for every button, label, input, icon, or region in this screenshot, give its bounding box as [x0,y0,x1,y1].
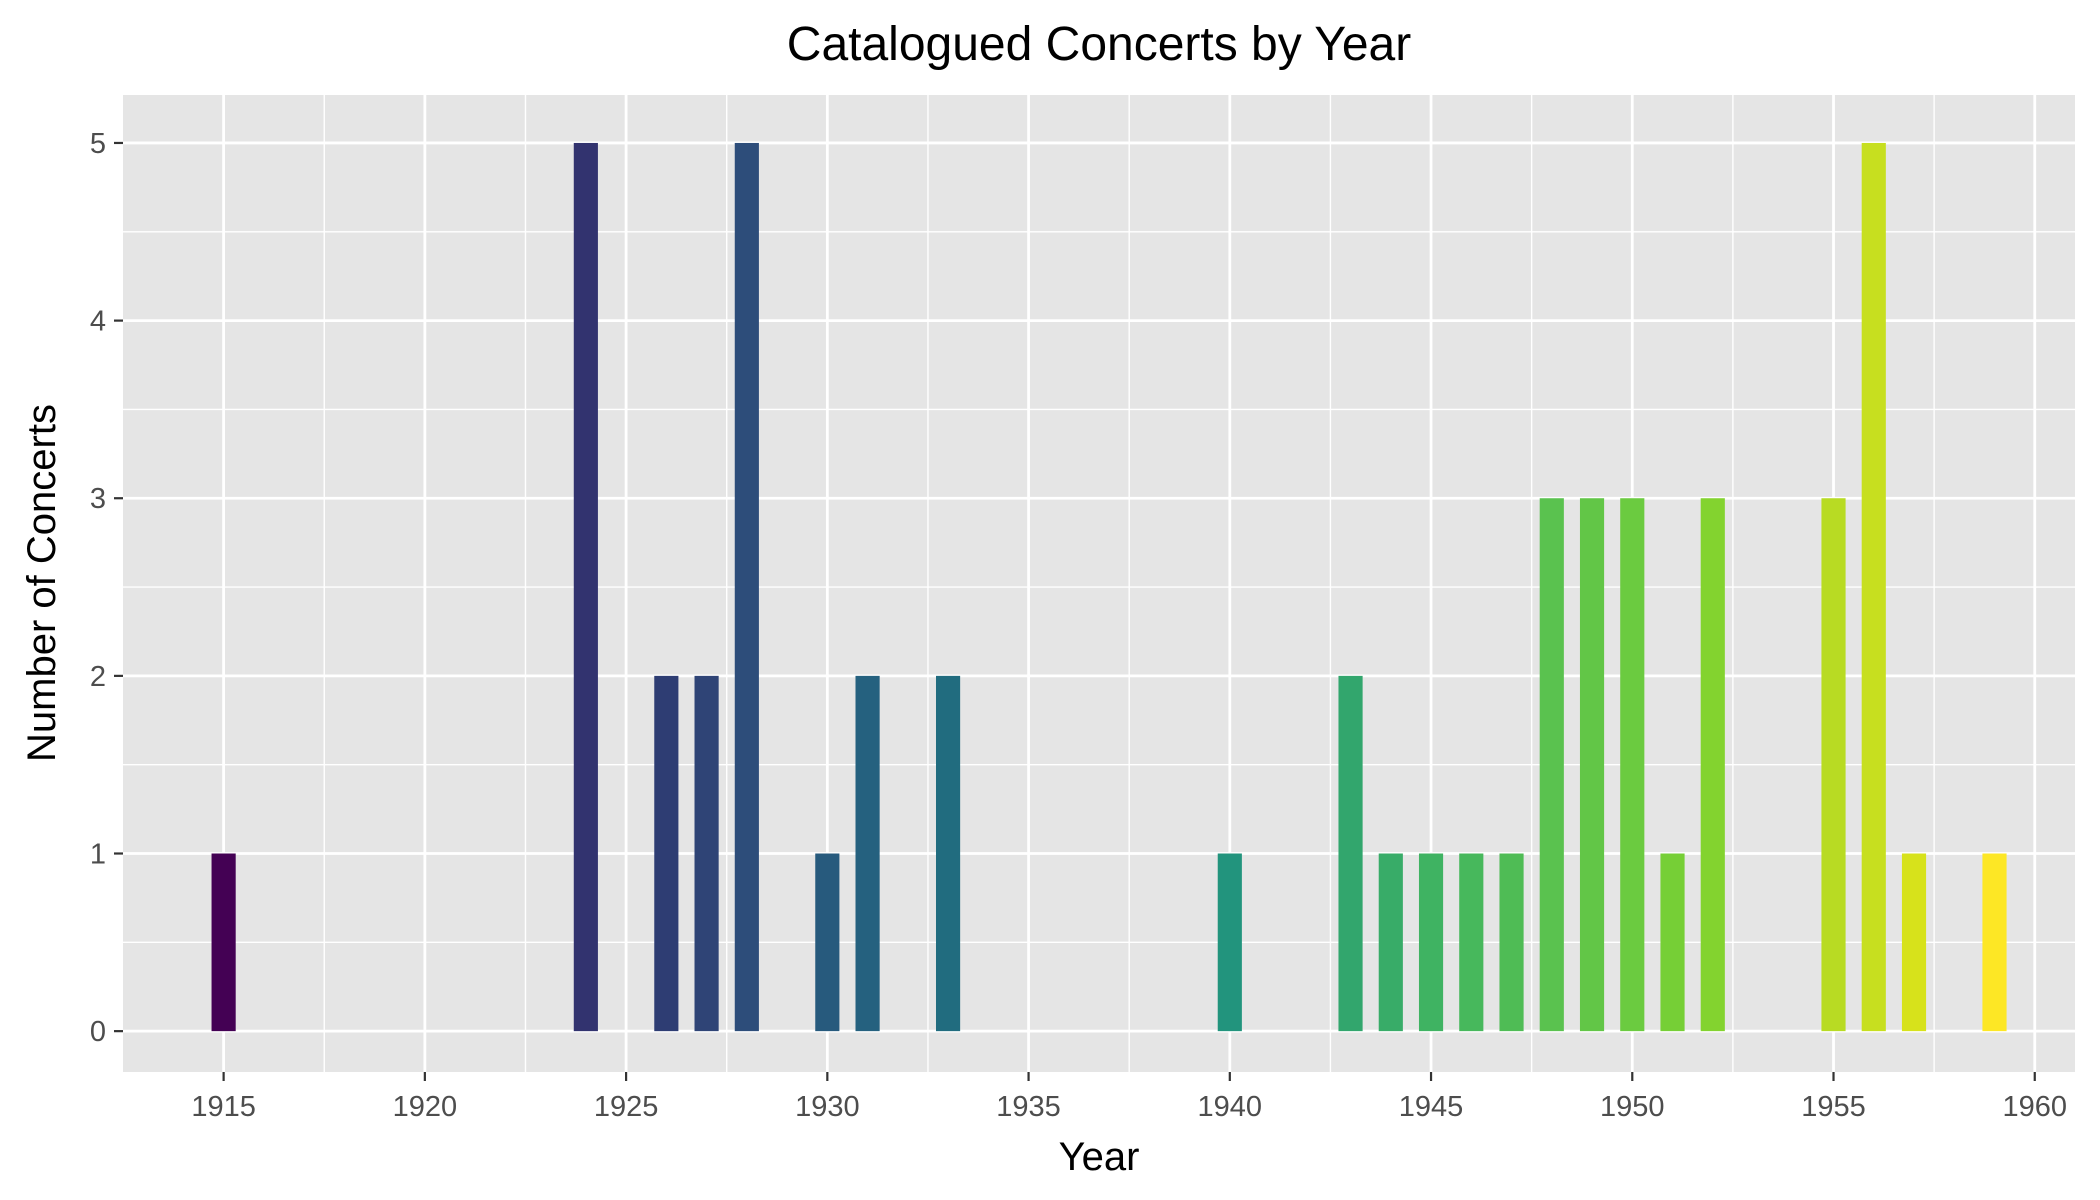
y-tick-labels: 0 1 2 3 4 5 [90,128,106,1048]
x-tick-label: 1945 [1399,1091,1464,1123]
x-tick-label: 1960 [2002,1091,2067,1123]
x-tick-label: 1955 [1801,1091,1866,1123]
bar-1948 [1539,498,1564,1032]
bar-1959 [1982,853,2007,1032]
bar-1943 [1338,675,1363,1032]
bar-1952 [1700,498,1725,1032]
y-tick-label: 0 [90,1016,106,1048]
plot-panel [123,95,2075,1072]
bar-1946 [1459,853,1484,1032]
y-tick-label: 3 [90,483,106,515]
bar-1947 [1499,853,1524,1032]
bar-1945 [1418,853,1444,1032]
y-tick-label: 2 [90,661,106,693]
bar-1933 [935,675,961,1032]
x-tick-label: 1940 [1198,1091,1263,1123]
minor-gridlines [123,95,2075,1072]
bars [211,142,2007,1032]
x-tick-label: 1915 [191,1091,256,1123]
bar-1915 [211,853,236,1032]
bar-1931 [855,675,880,1032]
y-axis-title: Number of Concerts [20,404,64,762]
y-tick-label: 1 [90,839,106,871]
x-tick-label: 1930 [795,1091,860,1123]
bar-1944 [1378,853,1403,1032]
y-tick-label: 4 [90,306,106,338]
axis-ticks [114,141,2036,1081]
bar-1949 [1579,498,1605,1032]
bar-1955 [1821,498,1846,1032]
x-axis-title: Year [1059,1135,1140,1179]
bar-1957 [1901,853,1927,1032]
y-tick-label: 5 [90,128,106,160]
bar-1956 [1861,142,1886,1032]
bar-1930 [815,853,840,1032]
x-tick-label: 1925 [594,1091,659,1123]
bar-1951 [1660,853,1685,1032]
bar-1927 [694,675,719,1032]
bar-1926 [654,675,679,1032]
bar-1928 [734,142,759,1032]
x-tick-label: 1935 [996,1091,1061,1123]
bar-1940 [1217,853,1242,1032]
x-tick-label: 1950 [1600,1091,1665,1123]
chart-title: Catalogued Concerts by Year [787,18,1411,71]
x-tick-label: 1920 [393,1091,458,1123]
x-tick-labels: 1915 1920 1925 1930 1935 1940 1945 1950 1955 1960 [191,1091,2067,1123]
bar-1924 [573,142,598,1032]
bar-1950 [1620,498,1645,1032]
